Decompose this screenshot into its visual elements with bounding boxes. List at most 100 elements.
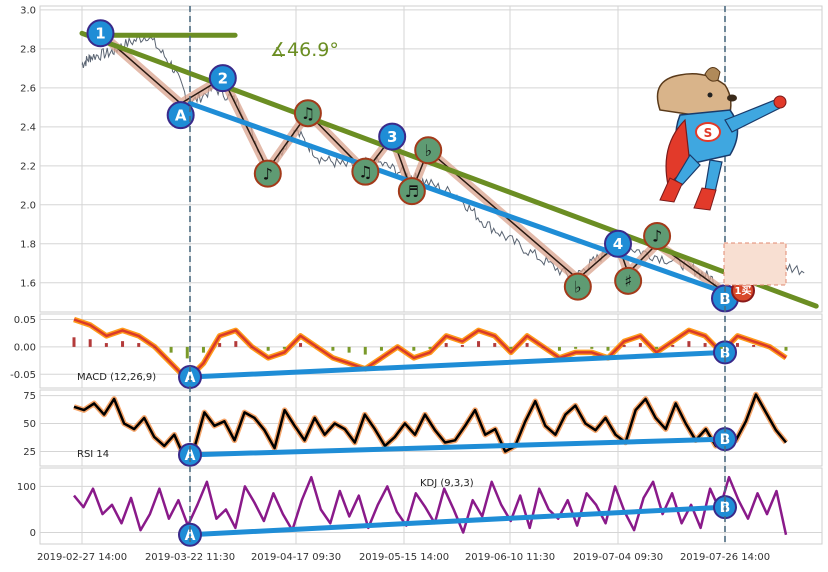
- macd-histogram-bar: [169, 346, 173, 353]
- macd-histogram-bar: [347, 346, 351, 353]
- wave-marker-A-label: A: [175, 107, 187, 125]
- macd-histogram-bar: [735, 343, 739, 347]
- note-marker: ♪: [643, 221, 672, 250]
- trendline-1: [187, 100, 728, 296]
- macd-histogram-bar: [234, 341, 238, 347]
- note-marker: ♯: [614, 266, 643, 295]
- y-tick-label: -0.05: [10, 370, 36, 381]
- macd-histogram-bar: [218, 343, 222, 347]
- rsi-panel: 755025ABRSI 14: [23, 391, 822, 467]
- note-marker-circle: [351, 157, 380, 186]
- y-tick-label: 75: [23, 391, 36, 402]
- x-tick-label: 2019-07-04 09:30: [573, 552, 663, 563]
- rsi-label: RSI 14: [77, 449, 109, 460]
- macd-histogram-bar: [574, 346, 578, 349]
- y-tick-label: 0: [30, 528, 36, 539]
- macd-histogram-bar: [363, 346, 367, 355]
- wave-marker-1: 1: [86, 19, 115, 48]
- note-marker-circle: [614, 266, 643, 295]
- macd-histogram-bar: [557, 346, 561, 351]
- y-tick-label: 25: [23, 447, 36, 458]
- macd-histogram-bar: [606, 346, 610, 351]
- macd-label: MACD (12,26,9): [77, 372, 156, 383]
- y-tick-label: 2.2: [20, 161, 36, 172]
- wave-marker-1-label: 1: [95, 25, 105, 43]
- macd-histogram-bar: [719, 346, 723, 349]
- macd-histogram-bar: [266, 346, 270, 351]
- note-marker: ♫: [293, 99, 322, 128]
- macd-histogram-bar: [638, 343, 642, 347]
- macd-histogram-bar: [153, 346, 157, 348]
- macd-histogram-bar: [671, 344, 675, 347]
- kdj-label: KDJ (9,3,3): [420, 478, 474, 489]
- angle-label: ∡46.9°: [270, 39, 339, 61]
- macd-histogram-bar: [104, 343, 108, 347]
- kdj-panel: 1000ABKDJ (9,3,3): [17, 475, 822, 547]
- kdj-divergence-line: [187, 504, 728, 538]
- macd-histogram-bar: [331, 346, 335, 351]
- note-marker-circle: [563, 272, 592, 301]
- note-marker-circle: [293, 99, 322, 128]
- macd-histogram-bar: [622, 344, 626, 347]
- buy-badge: 1买: [731, 278, 755, 303]
- svg-text:S: S: [704, 126, 713, 140]
- rsi-divergence-line: [187, 436, 728, 458]
- macd-histogram-bar: [88, 339, 92, 347]
- macd-histogram-bar: [250, 346, 254, 348]
- wave-marker-4-circle: [604, 229, 632, 258]
- x-tick-label: 2019-07-26 14:00: [680, 552, 770, 563]
- macd-histogram-bar: [185, 346, 189, 359]
- macd-histogram-bar: [121, 341, 125, 347]
- wave-marker-3-label: 3: [387, 128, 397, 146]
- macd-histogram-bar: [752, 344, 756, 347]
- trendline-0: [79, 30, 819, 309]
- note-marker-circle: [397, 177, 426, 206]
- x-tick-label: 2019-02-27 14:00: [37, 552, 127, 563]
- note-marker-circle: [414, 136, 443, 165]
- macd-histogram-bar: [201, 346, 205, 353]
- kdj-marker-a-circle: [178, 522, 202, 547]
- rsi-marker-a-label: A: [185, 448, 196, 464]
- kdj-marker-a-label: A: [185, 528, 196, 544]
- macd-histogram-bar: [396, 346, 400, 348]
- wave-marker-2: 2: [208, 64, 237, 93]
- kdj-marker-a: A: [178, 522, 202, 547]
- y-tick-label: 2.6: [20, 83, 36, 94]
- macd-histogram-bar: [703, 343, 707, 347]
- note-marker-label: ♭: [574, 277, 582, 296]
- superhero-dog-icon: S: [656, 67, 787, 211]
- macd-histogram-bar: [299, 343, 303, 347]
- note-marker-circle: [643, 221, 672, 250]
- y-tick-label: 2.0: [20, 200, 36, 211]
- x-tick-label: 2019-04-17 09:30: [251, 552, 341, 563]
- wave-marker-3: 3: [378, 122, 407, 151]
- macd-panel: 0.050.00-0.05ABMACD (12,26,9): [10, 315, 822, 390]
- x-tick-label: 2019-03-22 11:30: [145, 552, 235, 563]
- y-tick-label: 0.05: [14, 315, 36, 326]
- macd-histogram-bar: [379, 346, 383, 351]
- y-tick-label: 0.00: [14, 342, 36, 353]
- note-marker-label: ♫: [301, 104, 315, 123]
- note-marker: ♭: [414, 136, 443, 165]
- y-tick-label: 2.8: [20, 44, 36, 55]
- note-marker: ♭: [563, 272, 592, 301]
- kdj-line: [73, 475, 788, 536]
- macd-histogram-bar: [137, 343, 141, 347]
- wave-marker-3-circle: [378, 122, 407, 151]
- wave-marker-2-label: 2: [218, 70, 228, 88]
- macd-histogram-bar: [655, 346, 659, 349]
- rsi-marker-a-circle: [178, 442, 202, 467]
- y-tick-label: 50: [23, 419, 36, 430]
- y-tick-label: 1.8: [20, 239, 36, 250]
- macd-histogram-bar: [784, 346, 788, 351]
- macd-histogram-bar: [509, 346, 513, 349]
- x-tick-label: 2019-06-10 11:30: [465, 552, 555, 563]
- macd-histogram-bar: [428, 346, 432, 349]
- macd-histogram-bar: [525, 343, 529, 347]
- note-marker-label: ♯: [624, 272, 632, 291]
- wave-marker-4-label: 4: [613, 235, 623, 253]
- y-tick-label: 3.0: [20, 5, 36, 16]
- note-marker-circle: [253, 159, 282, 188]
- macd-histogram-bar: [315, 346, 319, 348]
- macd-histogram-bar: [282, 346, 286, 349]
